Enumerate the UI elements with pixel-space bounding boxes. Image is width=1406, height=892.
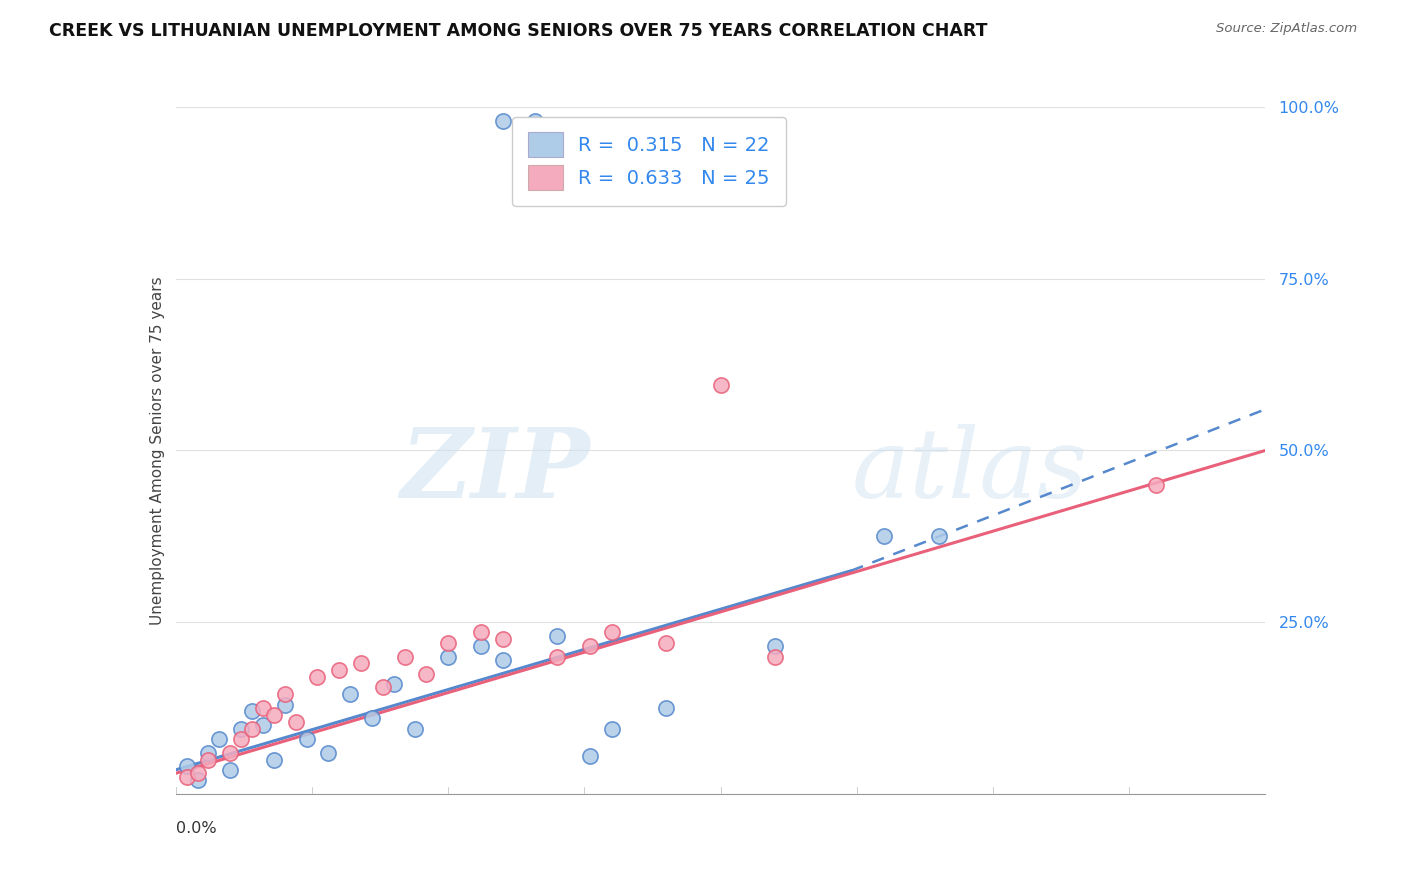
- Point: [655, 701, 678, 715]
- Point: [252, 718, 274, 732]
- Point: [371, 681, 394, 695]
- Point: [295, 731, 318, 746]
- Text: atlas: atlas: [852, 424, 1087, 518]
- Point: [1144, 478, 1167, 492]
- Point: [219, 763, 242, 777]
- Y-axis label: Unemployment Among Seniors over 75 years: Unemployment Among Seniors over 75 years: [149, 277, 165, 624]
- Point: [492, 113, 515, 128]
- Point: [240, 722, 263, 736]
- Point: [176, 770, 198, 784]
- Point: [240, 705, 263, 719]
- Point: [231, 731, 253, 746]
- Point: [219, 746, 242, 760]
- Point: [274, 698, 297, 712]
- Point: [579, 749, 602, 764]
- Point: [928, 529, 950, 543]
- Text: 0.0%: 0.0%: [176, 822, 217, 837]
- Point: [263, 707, 285, 722]
- Point: [710, 378, 733, 392]
- Point: [437, 649, 460, 664]
- Point: [405, 722, 427, 736]
- Point: [873, 529, 896, 543]
- Point: [492, 632, 515, 647]
- Text: CREEK VS LITHUANIAN UNEMPLOYMENT AMONG SENIORS OVER 75 YEARS CORRELATION CHART: CREEK VS LITHUANIAN UNEMPLOYMENT AMONG S…: [49, 22, 987, 40]
- Point: [437, 636, 460, 650]
- Point: [579, 639, 602, 653]
- Point: [339, 687, 361, 701]
- Point: [197, 753, 219, 767]
- Point: [492, 653, 515, 667]
- Point: [186, 773, 209, 788]
- Point: [252, 701, 274, 715]
- Point: [382, 677, 405, 691]
- Point: [763, 639, 786, 653]
- Point: [360, 711, 382, 725]
- Point: [600, 722, 623, 736]
- Point: [470, 625, 492, 640]
- Point: [263, 753, 285, 767]
- Legend: R =  0.315   N = 22, R =  0.633   N = 25: R = 0.315 N = 22, R = 0.633 N = 25: [512, 117, 786, 206]
- Text: ZIP: ZIP: [401, 424, 591, 518]
- Point: [600, 625, 623, 640]
- Point: [763, 649, 786, 664]
- Point: [546, 629, 568, 643]
- Point: [328, 663, 350, 677]
- Point: [546, 649, 568, 664]
- Point: [307, 670, 329, 684]
- Point: [186, 766, 209, 780]
- Point: [394, 649, 416, 664]
- Point: [197, 746, 219, 760]
- Point: [524, 113, 547, 128]
- Point: [415, 666, 437, 681]
- Point: [208, 731, 231, 746]
- Point: [231, 722, 253, 736]
- Point: [350, 657, 373, 671]
- Point: [274, 687, 297, 701]
- Point: [318, 746, 340, 760]
- Point: [655, 636, 678, 650]
- Text: Source: ZipAtlas.com: Source: ZipAtlas.com: [1216, 22, 1357, 36]
- Point: [176, 759, 198, 773]
- Point: [284, 714, 307, 729]
- Point: [470, 639, 492, 653]
